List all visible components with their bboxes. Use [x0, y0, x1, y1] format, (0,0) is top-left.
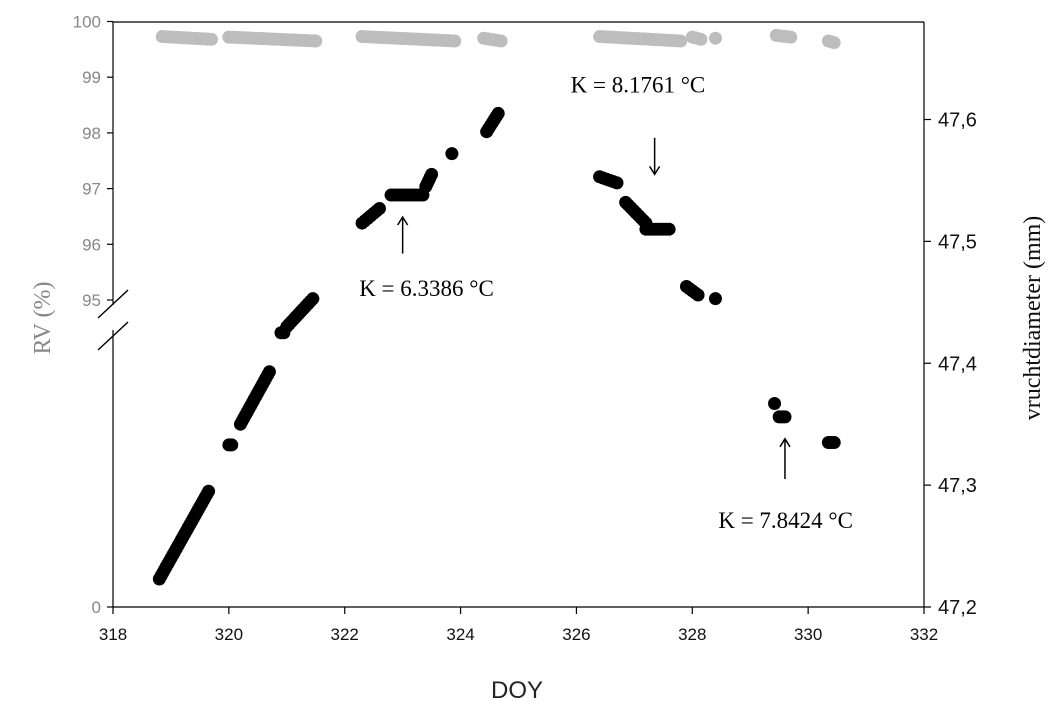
annotation-arrow-head	[397, 215, 409, 226]
x-tick-label: 324	[446, 625, 474, 644]
diameter-point	[425, 167, 439, 181]
rv-series	[155, 28, 841, 50]
annotation-arrow-head	[779, 437, 791, 448]
left-tick-label: 100	[73, 13, 101, 32]
rv-point	[494, 34, 508, 48]
diameter-point	[691, 288, 705, 302]
axis-ticks: 318 320 322 324 326 328 330 332 0 95 96 97 98 99 100 47…	[73, 13, 977, 645]
right-tick-label: 47,3	[938, 475, 977, 497]
axis-break-mark-lower	[97, 321, 129, 351]
diameter-point	[202, 484, 216, 498]
diameter-point	[372, 201, 386, 215]
rv-point	[204, 32, 218, 46]
diameter-point	[778, 410, 792, 424]
rv-point	[448, 34, 462, 48]
x-tick-label: 328	[678, 625, 706, 644]
annotation-label: K = 8.1761 °C	[571, 73, 706, 98]
right-tick-label: 47,5	[938, 231, 977, 253]
diameter-point	[610, 176, 624, 190]
rv-point	[784, 30, 798, 44]
x-tick-label: 318	[99, 625, 127, 644]
rv-point	[674, 34, 688, 48]
rv-point	[694, 32, 708, 46]
diameter-point	[827, 435, 841, 449]
diameter-point	[768, 396, 782, 410]
right-axis-title: vruchtdiameter (mm)	[1020, 216, 1046, 421]
x-tick-label: 326	[562, 625, 590, 644]
x-tick-label: 332	[910, 625, 938, 644]
rv-point	[708, 31, 722, 45]
left-tick-label: 96	[82, 235, 101, 254]
diameter-point	[306, 292, 320, 306]
left-tick-label: 99	[82, 68, 101, 87]
diameter-point	[225, 438, 239, 452]
x-tick-label: 320	[215, 625, 243, 644]
annotation-arrow-head	[648, 165, 661, 176]
diameter-point	[445, 147, 459, 161]
x-tick-label: 330	[794, 625, 822, 644]
annotation-label: K = 7.8424 °C	[718, 508, 853, 533]
right-tick-label: 47,2	[938, 597, 977, 619]
left-tick-label: 97	[82, 180, 101, 199]
diameter-point	[262, 365, 276, 379]
rv-point	[309, 34, 323, 48]
rv-point	[827, 36, 841, 50]
diameter-point	[491, 106, 505, 120]
right-tick-label: 47,4	[938, 353, 977, 375]
axis-break-mark-upper	[97, 289, 129, 319]
x-tick-label: 322	[331, 625, 359, 644]
right-tick-label: 47,6	[938, 110, 977, 132]
x-axis-title: DOY	[491, 677, 543, 702]
diameter-point	[708, 292, 722, 306]
left-tick-label: 95	[82, 291, 101, 310]
diameter-series	[152, 106, 841, 586]
annotation-label: K = 6.3386 °C	[359, 276, 494, 301]
left-axis-title: RV (%)	[30, 282, 56, 355]
left-tick-label: 0	[92, 598, 101, 617]
left-tick-label: 98	[82, 124, 101, 143]
diameter-point	[662, 222, 676, 236]
annotations: K = 6.3386 °C K = 8.1761 °C K = 7.8424 °C	[359, 73, 853, 533]
